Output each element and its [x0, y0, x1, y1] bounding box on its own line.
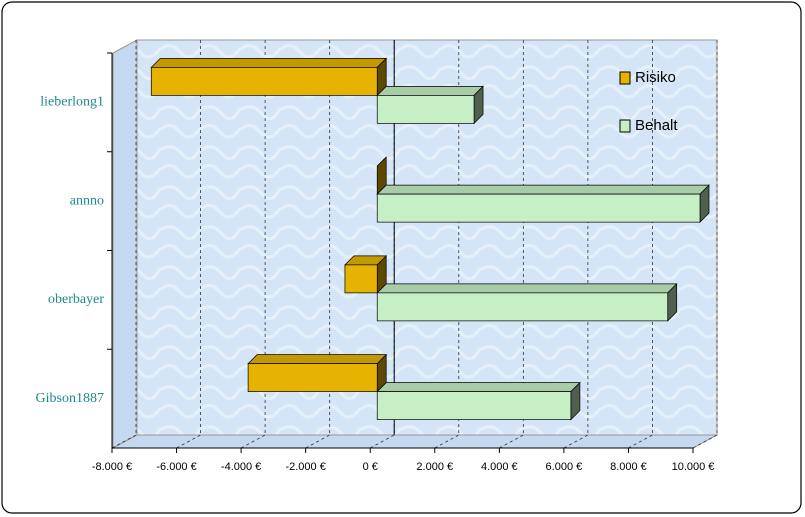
legend-label: Risiko: [635, 69, 676, 86]
bar: [376, 292, 669, 322]
side-wall: [112, 39, 138, 449]
floor-grid-line: [370, 434, 395, 449]
bar-top: [150, 58, 388, 68]
bar: [376, 391, 572, 420]
bar: [344, 264, 378, 294]
floor-grid-line: [628, 434, 653, 449]
floor-grid-line: [240, 434, 266, 449]
floor-grid-line: [305, 434, 330, 449]
x-tick-label: -8.000 €: [92, 461, 132, 473]
legend-swatch: [619, 71, 631, 85]
bar: [247, 363, 378, 392]
x-tick-label: 0 €: [363, 461, 378, 473]
x-tick-label: 6.000 €: [546, 461, 583, 473]
floor-grid-line: [563, 434, 589, 449]
bar: [376, 95, 475, 124]
y-tick-label: annno: [70, 193, 104, 208]
floor-grid-line: [111, 434, 137, 449]
x-tick-label: -4.000 €: [221, 461, 261, 473]
x-tick-label: 10.000 €: [672, 461, 715, 473]
legend-swatch: [619, 119, 631, 133]
bar: [150, 67, 378, 96]
legend-label: Behalt: [635, 117, 678, 134]
floor: [112, 434, 718, 449]
floor-grid-line: [176, 434, 201, 449]
bar-top: [376, 184, 710, 195]
y-tick-label: Gibson1887: [36, 391, 104, 406]
x-tick-label: 4.000 €: [481, 461, 518, 473]
bar-top: [247, 354, 388, 364]
y-tick-label: oberbayer: [48, 292, 104, 307]
x-tick-label: -2.000 €: [285, 461, 325, 473]
x-tick-label: 2.000 €: [416, 461, 453, 473]
bar-top: [376, 86, 484, 96]
x-tick-label: 8.000 €: [610, 461, 647, 473]
bar-top: [376, 382, 581, 392]
floor-grid-line: [499, 434, 524, 449]
floor-grid-line: [434, 434, 459, 449]
y-tick-label: lieberlong1: [40, 95, 104, 110]
bar: [376, 193, 701, 223]
floor-grid-line: [692, 434, 718, 449]
x-tick-label: -6.000 €: [156, 461, 196, 473]
bar-top: [376, 283, 678, 294]
